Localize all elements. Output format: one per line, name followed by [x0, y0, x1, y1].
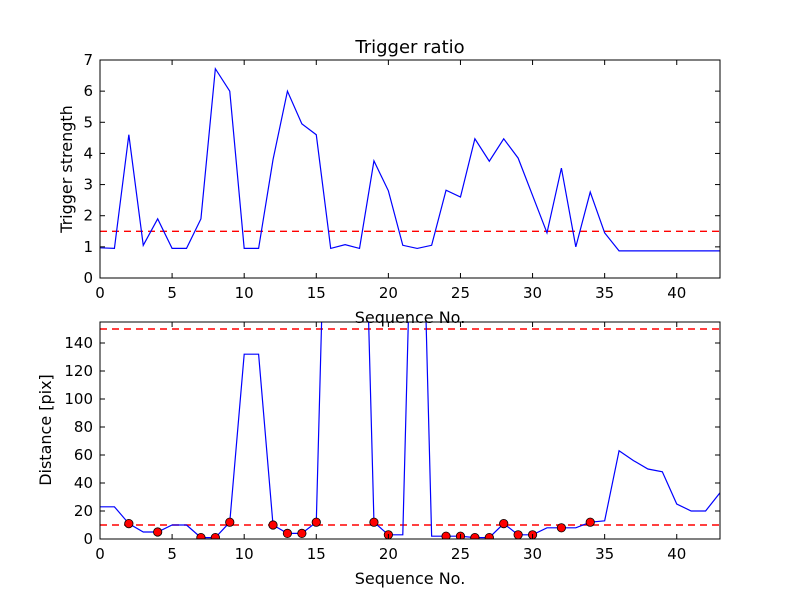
- x-tick-label: 15: [307, 284, 326, 302]
- data-point-marker: [441, 531, 451, 539]
- data-point-marker: [484, 533, 494, 539]
- ticks: 0 5 10 15 20 25 30 35 40 0 20 40 60 80 100 120 140: [64, 322, 720, 563]
- y-tick-label: 140: [64, 334, 93, 352]
- x-tick-label: 5: [167, 545, 177, 563]
- y-tick-label: 20: [74, 502, 93, 520]
- x-axis-label: Sequence No.: [355, 569, 466, 588]
- y-tick-label: 0: [83, 530, 93, 548]
- x-tick-label: 35: [595, 284, 614, 302]
- x-tick-label: 25: [451, 545, 470, 563]
- y-tick-label: 2: [83, 207, 93, 225]
- data-point-marker: [268, 520, 278, 530]
- y-tick-label: 0: [83, 269, 93, 287]
- y-tick-label: 60: [74, 446, 93, 464]
- y-tick-label: 1: [83, 238, 93, 256]
- x-tick-label: 10: [235, 545, 254, 563]
- chart-title: Trigger ratio: [354, 37, 464, 58]
- x-tick-label: 0: [95, 545, 105, 563]
- plot-area: [100, 322, 720, 539]
- data-point-marker: [282, 528, 293, 539]
- x-tick-label: 0: [95, 284, 105, 302]
- axes-frame: [99, 59, 721, 279]
- data-point-marker: [297, 528, 307, 539]
- x-tick-label: 20: [379, 284, 398, 302]
- data-point-marker: [124, 518, 134, 529]
- y-tick-label: 80: [74, 418, 93, 436]
- y-tick-label: 120: [64, 362, 93, 380]
- data-point-marker: [196, 533, 206, 539]
- x-tick-label: 5: [167, 284, 177, 302]
- plot-area: [100, 66, 720, 252]
- x-tick-label: 35: [595, 545, 614, 563]
- y-tick-label: 3: [83, 176, 93, 194]
- data-point-marker: [499, 518, 509, 529]
- y-tick-label: 5: [83, 113, 93, 131]
- x-tick-label: 40: [667, 284, 686, 302]
- series-line: [100, 322, 720, 539]
- data-point-marker: [153, 527, 163, 537]
- data-point-marker: [225, 517, 235, 527]
- x-tick-label: 10: [235, 284, 254, 302]
- x-tick-label: 15: [307, 545, 326, 563]
- distance-chart: 0 5 10 15 20 25 30 35 40 0 20 40 60 80 100 120 140 Seque…: [36, 321, 721, 588]
- y-tick-label: 6: [83, 82, 93, 100]
- y-tick-label: 4: [83, 144, 93, 162]
- x-axis-label: Sequence No.: [355, 308, 466, 327]
- y-tick-label: 40: [74, 474, 93, 492]
- series-line: [100, 66, 720, 252]
- x-tick-label: 20: [379, 545, 398, 563]
- y-axis-label: Trigger strength: [57, 105, 76, 234]
- y-axis-label: Distance [pix]: [36, 374, 55, 486]
- y-tick-label: 100: [64, 390, 93, 408]
- trigger-ratio-chart: Trigger ratio 0 5 10 15 20 25 30 35 40 0 1 2 3 4 5 6 7 S…: [57, 37, 721, 327]
- x-tick-label: 40: [667, 545, 686, 563]
- data-point-marker: [470, 533, 480, 539]
- data-point-marker: [369, 517, 379, 527]
- data-point-marker: [585, 517, 595, 527]
- data-point-marker: [513, 530, 523, 539]
- ticks: 0 5 10 15 20 25 30 35 40 0 1 2 3 4 5 6 7: [83, 51, 720, 302]
- x-tick-label: 30: [523, 545, 542, 563]
- x-tick-label: 30: [523, 284, 542, 302]
- data-point-marker: [311, 517, 321, 527]
- x-tick-label: 25: [451, 284, 470, 302]
- data-point-marker: [210, 533, 220, 539]
- data-point-marker: [556, 523, 566, 533]
- y-tick-label: 7: [83, 51, 93, 69]
- axes-frame: [99, 321, 721, 540]
